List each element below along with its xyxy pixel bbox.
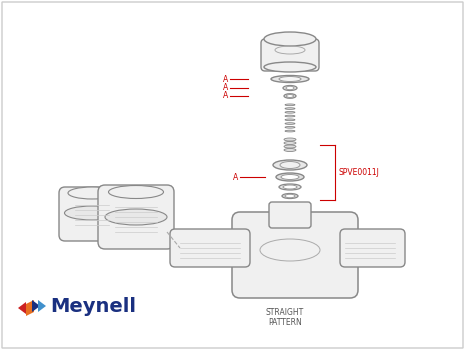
Ellipse shape	[273, 160, 307, 170]
Ellipse shape	[271, 76, 309, 83]
Text: A: A	[223, 75, 228, 84]
Ellipse shape	[264, 32, 316, 46]
Ellipse shape	[285, 126, 295, 128]
Ellipse shape	[283, 85, 297, 91]
Ellipse shape	[264, 62, 316, 72]
Text: A: A	[223, 91, 228, 100]
Ellipse shape	[285, 115, 295, 117]
Text: Meynell: Meynell	[50, 298, 136, 316]
Ellipse shape	[65, 206, 120, 220]
FancyBboxPatch shape	[98, 185, 174, 249]
Ellipse shape	[285, 104, 295, 106]
Ellipse shape	[285, 130, 295, 132]
Ellipse shape	[105, 209, 167, 225]
Ellipse shape	[68, 187, 116, 199]
FancyBboxPatch shape	[269, 202, 311, 228]
Polygon shape	[18, 302, 26, 314]
Text: SPVE0011J: SPVE0011J	[338, 168, 379, 177]
FancyBboxPatch shape	[261, 39, 319, 71]
FancyBboxPatch shape	[59, 187, 126, 241]
Ellipse shape	[108, 186, 164, 198]
Ellipse shape	[279, 77, 301, 82]
Ellipse shape	[283, 185, 297, 189]
Ellipse shape	[279, 184, 301, 190]
Polygon shape	[32, 300, 40, 312]
Ellipse shape	[281, 175, 299, 180]
Text: A: A	[223, 84, 228, 92]
Polygon shape	[26, 300, 34, 316]
Text: STRAIGHT
PATTERN: STRAIGHT PATTERN	[266, 308, 304, 327]
FancyBboxPatch shape	[170, 229, 250, 267]
Ellipse shape	[282, 194, 298, 198]
Ellipse shape	[284, 94, 296, 98]
FancyBboxPatch shape	[340, 229, 405, 267]
Ellipse shape	[284, 138, 296, 141]
Ellipse shape	[285, 108, 295, 110]
Ellipse shape	[285, 119, 295, 121]
Ellipse shape	[286, 94, 293, 98]
Ellipse shape	[284, 141, 296, 145]
Ellipse shape	[285, 123, 295, 124]
Ellipse shape	[276, 173, 304, 181]
FancyBboxPatch shape	[232, 212, 358, 298]
Ellipse shape	[280, 161, 300, 168]
Text: A: A	[233, 173, 238, 182]
Ellipse shape	[284, 145, 296, 148]
Ellipse shape	[285, 111, 295, 113]
Ellipse shape	[286, 86, 294, 90]
Ellipse shape	[284, 148, 296, 152]
Polygon shape	[38, 300, 46, 312]
Ellipse shape	[285, 194, 295, 198]
